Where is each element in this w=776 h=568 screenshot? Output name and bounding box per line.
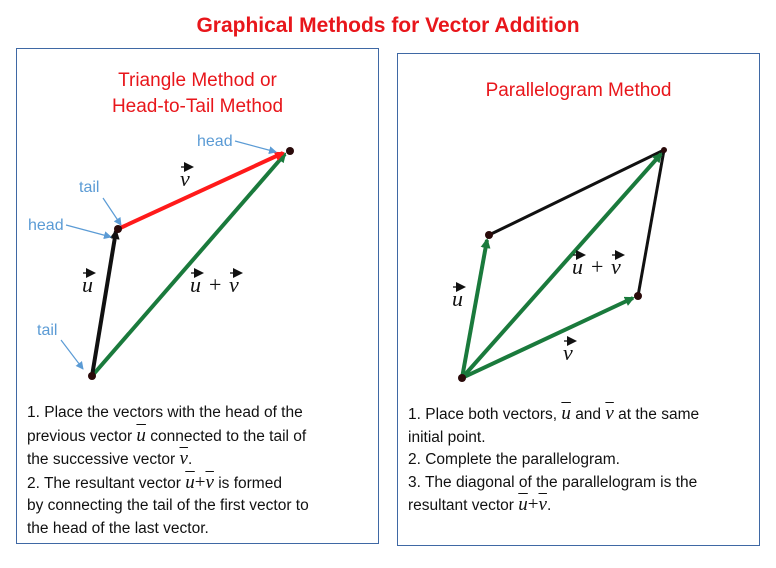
parallelogram-panel-title: Parallelogram Method	[485, 80, 672, 101]
annotation-tail-bottom: tail	[37, 322, 57, 339]
parallelogram-step1-line1: 1. Place both vectors, u and v at the sa…	[408, 403, 700, 424]
page-title: Graphical Methods for Vector Addition	[196, 14, 580, 37]
point-head-v	[286, 147, 294, 155]
triangle-panel-title-line2: Head-to-Tail Method	[111, 96, 284, 117]
inline-vector-u: u	[136, 424, 146, 446]
parallelogram-step3-line2: resultant vector u+v.	[408, 494, 552, 515]
point-head-v-parallelogram	[634, 292, 642, 300]
inline-vector-u-plus-v-right: u+v	[518, 494, 547, 515]
inline-vector-u-plus-v: u+v	[185, 471, 214, 493]
parallelogram-step3-line1: 3. The diagonal of the parallelogram is …	[408, 473, 698, 491]
point-tail-u	[88, 372, 96, 380]
vector-u-arrow	[90, 229, 120, 377]
vector-u-plus-v-arrow-parallelogram	[460, 152, 663, 380]
inline-vector-v: v	[179, 448, 188, 469]
parallelogram-method-panel: Parallelogram Method u v	[397, 53, 760, 546]
annotation-arrow-head-top	[234, 140, 277, 155]
svg-text:v: v	[563, 340, 573, 365]
annotation-arrow-tail-bottom	[60, 339, 84, 370]
triangle-steps: 1. Place the vectors with the head of th…	[27, 402, 372, 540]
point-opposite-corner	[661, 147, 667, 153]
svg-text:v: v	[229, 272, 239, 297]
triangle-step1-line3: the successive vector v.	[27, 448, 193, 469]
parallelogram-side-right	[636, 149, 666, 297]
annotation-tail-top: tail	[79, 179, 99, 196]
triangle-method-panel: Triangle Method or Head-to-Tail Method	[16, 48, 379, 544]
annotation-head-top: head	[197, 133, 233, 150]
svg-text:u: u	[190, 272, 201, 297]
svg-text:v: v	[611, 254, 621, 279]
label-u-parallelogram: u	[452, 282, 466, 311]
svg-text:+: +	[209, 272, 221, 297]
label-v: v	[180, 162, 194, 191]
vector-u-arrow-parallelogram	[460, 238, 491, 379]
parallelogram-step2: 2. Complete the parallelogram.	[408, 451, 620, 468]
vector-v-arrow	[117, 151, 285, 231]
vector-v-arrow-parallelogram	[461, 296, 635, 380]
inline-vector-u-right: u	[561, 403, 571, 424]
label-v-parallelogram: v	[563, 336, 577, 365]
point-head-u	[114, 225, 122, 233]
triangle-step1-line2: previous vector u connected to the tail …	[27, 424, 307, 446]
svg-text:+: +	[591, 254, 603, 279]
annotation-arrow-head-mid	[65, 224, 112, 240]
inline-vector-v-right: v	[605, 403, 614, 424]
parallelogram-steps: 1. Place both vectors, u and v at the sa…	[408, 403, 753, 518]
label-u-plus-v: u + v	[190, 268, 243, 297]
point-head-u-parallelogram	[485, 231, 493, 239]
point-origin	[458, 374, 466, 382]
svg-text:v: v	[180, 166, 190, 191]
parallelogram-diagram: u v u + v	[452, 147, 667, 382]
parallelogram-side-top	[488, 148, 665, 237]
annotation-head-mid: head	[28, 217, 64, 234]
triangle-step2-line2: by connecting the tail of the first vect…	[27, 497, 309, 514]
triangle-step2-line1: 2. The resultant vector u+v is formed	[27, 471, 282, 493]
triangle-step2-line3: the head of the last vector.	[27, 519, 209, 537]
label-u-plus-v-parallelogram: u + v	[572, 250, 625, 279]
svg-text:u: u	[82, 272, 93, 297]
triangle-panel-title-line1: Triangle Method or	[118, 70, 277, 91]
annotation-arrow-tail-top	[102, 197, 122, 226]
triangle-diagram: head tail head tail v u u + v	[28, 133, 294, 380]
svg-text:u: u	[452, 286, 463, 311]
parallelogram-step1-line2: initial point.	[408, 428, 486, 446]
vector-u-plus-v-arrow	[90, 152, 287, 378]
triangle-step1-line1: 1. Place the vectors with the head of th…	[27, 404, 303, 421]
label-u: u	[82, 268, 96, 297]
svg-text:u: u	[572, 254, 583, 279]
